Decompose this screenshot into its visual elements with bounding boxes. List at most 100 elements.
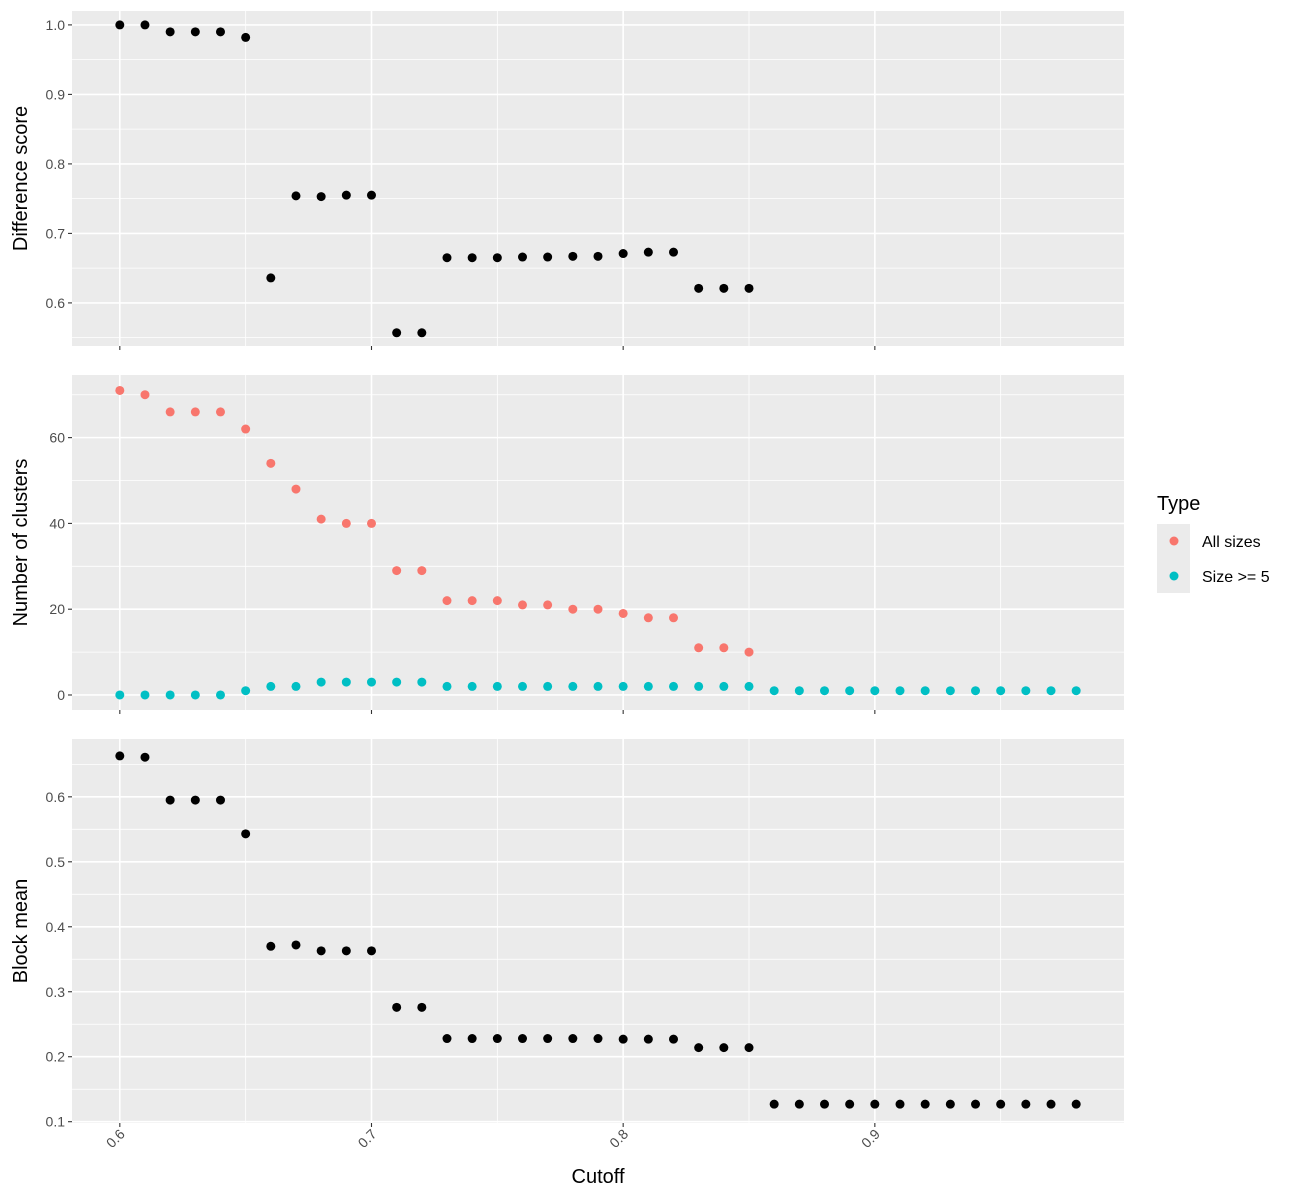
data-point <box>593 604 603 614</box>
data-point <box>643 1034 653 1044</box>
data-point <box>543 600 553 610</box>
data-point <box>618 681 628 691</box>
legend-title: Type <box>1157 493 1200 515</box>
data-point <box>366 677 376 687</box>
data-point <box>517 600 527 610</box>
y-tick-label: 20 <box>49 601 65 617</box>
data-point <box>769 686 779 696</box>
data-point <box>266 681 276 691</box>
data-point <box>593 681 603 691</box>
data-point <box>165 407 175 417</box>
data-point <box>618 608 628 618</box>
data-point <box>392 566 402 576</box>
data-point <box>845 686 855 696</box>
data-point <box>694 643 704 653</box>
series-points <box>115 20 754 338</box>
series-size-5 <box>115 677 1081 700</box>
data-point <box>744 647 754 657</box>
data-point <box>1071 1099 1081 1109</box>
data-point <box>719 681 729 691</box>
data-point <box>442 596 452 606</box>
data-point <box>618 249 628 259</box>
data-point <box>467 681 477 691</box>
y-tick-label: 1.0 <box>46 17 66 33</box>
data-point <box>316 192 326 202</box>
data-point <box>643 247 653 257</box>
data-point <box>316 677 326 687</box>
y-tick-label: 0.6 <box>46 295 66 311</box>
data-point <box>140 690 150 700</box>
data-point <box>492 596 502 606</box>
data-point <box>568 681 578 691</box>
panel-1: 0.6 0.7 0.8 0.9 1.0 Difference score <box>10 11 1124 350</box>
data-point <box>996 686 1006 696</box>
data-point <box>694 283 704 293</box>
data-point <box>467 596 477 606</box>
x-tick-label: 0.8 <box>606 1126 631 1151</box>
data-point <box>694 681 704 691</box>
data-point <box>291 940 301 950</box>
data-point <box>895 1099 905 1109</box>
data-point <box>492 681 502 691</box>
data-point <box>1071 686 1081 696</box>
data-point <box>316 514 326 524</box>
y-tick-label: 0.3 <box>46 984 66 1000</box>
y-axis-title: Difference score <box>10 106 32 251</box>
data-point <box>417 328 427 338</box>
data-point <box>140 20 150 30</box>
data-point <box>417 677 427 687</box>
y-tick-label: 40 <box>49 515 65 531</box>
data-point <box>291 484 301 494</box>
data-point <box>669 613 679 623</box>
data-point <box>996 1099 1006 1109</box>
y-tick-label: 0.4 <box>46 919 66 935</box>
data-point <box>165 27 175 37</box>
data-point <box>115 20 125 30</box>
data-point <box>517 252 527 262</box>
data-point <box>870 686 880 696</box>
data-point <box>215 690 225 700</box>
data-point <box>920 686 930 696</box>
data-point <box>115 751 125 761</box>
data-point <box>341 946 351 956</box>
data-point <box>266 458 276 468</box>
data-point <box>190 795 200 805</box>
data-point <box>820 686 830 696</box>
data-point <box>392 677 402 687</box>
data-point <box>694 1043 704 1053</box>
x-tick-label: 0.9 <box>858 1126 883 1151</box>
data-point <box>517 1034 527 1044</box>
x-tick-label: 0.7 <box>355 1126 380 1151</box>
x-axis-title: Cutoff <box>572 1166 625 1188</box>
data-point <box>140 752 150 762</box>
legend-label-all-sizes: All sizes <box>1202 534 1261 551</box>
data-point <box>543 681 553 691</box>
series-all-sizes <box>115 385 754 657</box>
y-tick-label: 0.7 <box>46 225 66 241</box>
data-point <box>341 518 351 528</box>
y-tick-label: 0.5 <box>46 854 66 870</box>
data-point <box>215 27 225 37</box>
x-tick-label: 0.6 <box>103 1126 128 1151</box>
y-tick-label: 0.6 <box>46 789 66 805</box>
data-point <box>492 253 502 263</box>
data-point <box>669 1034 679 1044</box>
legend: Type All sizes Size >= 5 <box>1157 493 1270 593</box>
data-point <box>543 1034 553 1044</box>
data-point <box>341 677 351 687</box>
panel-background <box>72 375 1124 710</box>
data-point <box>115 690 125 700</box>
data-point <box>568 604 578 614</box>
data-point <box>165 795 175 805</box>
data-point <box>794 1099 804 1109</box>
data-point <box>719 643 729 653</box>
data-point <box>165 690 175 700</box>
data-point <box>190 407 200 417</box>
data-point <box>820 1099 830 1109</box>
data-point <box>920 1099 930 1109</box>
data-point <box>870 1099 880 1109</box>
data-point <box>392 328 402 338</box>
data-point <box>1046 1099 1056 1109</box>
y-axis-title: Number of clusters <box>10 459 32 627</box>
